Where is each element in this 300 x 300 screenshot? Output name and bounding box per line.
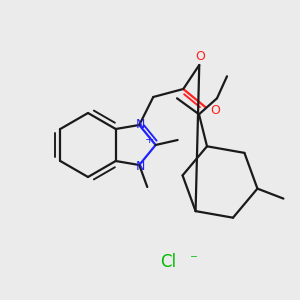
Text: Cl: Cl xyxy=(160,253,176,271)
Text: O: O xyxy=(195,50,205,62)
Text: N: N xyxy=(136,160,145,172)
Text: +: + xyxy=(145,135,154,145)
Text: O: O xyxy=(210,104,220,118)
Text: ⁻: ⁻ xyxy=(190,253,198,268)
Text: N: N xyxy=(136,118,145,130)
